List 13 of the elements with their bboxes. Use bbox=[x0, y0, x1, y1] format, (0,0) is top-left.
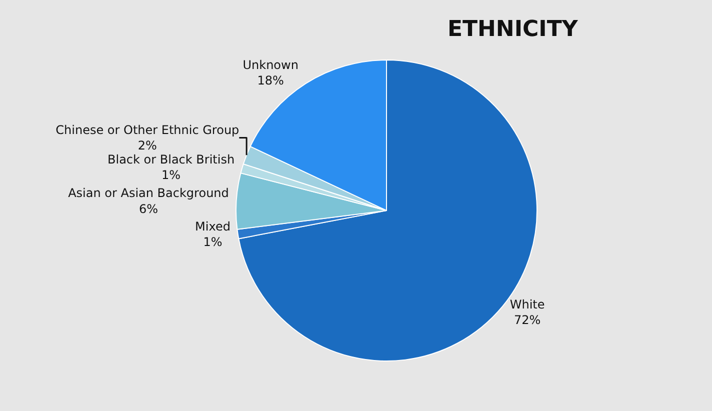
data-label: 72% bbox=[514, 313, 541, 328]
slice-label: Asian or Asian Background bbox=[68, 186, 229, 200]
data-label: 6% bbox=[138, 202, 158, 216]
chart-title: ETHNICITY bbox=[447, 16, 579, 42]
slice-label: White bbox=[510, 298, 545, 312]
slice-label: Mixed bbox=[195, 220, 230, 234]
slice-label: Chinese or Other Ethnic Group bbox=[56, 122, 240, 137]
data-label: 1% bbox=[203, 235, 222, 250]
slice-label: Unknown bbox=[242, 58, 298, 72]
slice-label: Black or Black British bbox=[108, 152, 235, 167]
data-label: 2% bbox=[138, 138, 157, 153]
data-label: 1% bbox=[162, 168, 181, 182]
data-label: 18% bbox=[257, 74, 284, 88]
